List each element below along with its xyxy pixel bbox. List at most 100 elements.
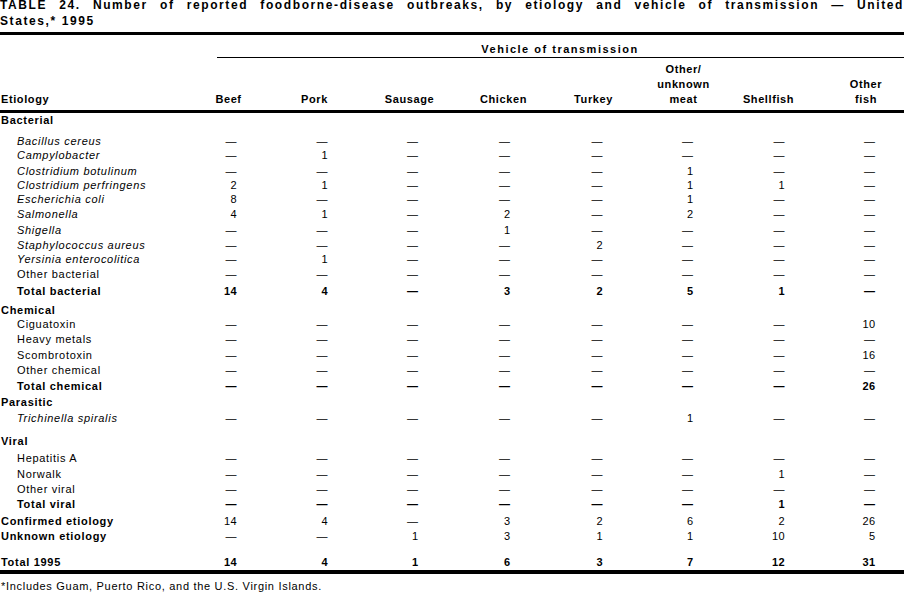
cell-value: 1 <box>687 193 694 205</box>
table-row: Total bacterial144—3251— <box>0 285 904 298</box>
cell-value: — <box>774 364 785 376</box>
cell-value: — <box>226 349 237 361</box>
table-row: Bacterial <box>0 114 904 127</box>
cell-value: — <box>774 224 785 236</box>
cell-value: — <box>592 412 603 424</box>
cell-value: — <box>682 224 693 236</box>
column-header: Other fish <box>850 77 882 107</box>
cell-value: — <box>682 135 693 147</box>
row-label: Other viral <box>17 483 75 495</box>
row-label: Trichinella spiralis <box>17 412 118 424</box>
table-row: Total 199514416371231 <box>0 556 904 569</box>
table-row: Other chemical———————— <box>0 364 904 377</box>
cell-value: — <box>592 468 603 480</box>
cell-value: — <box>592 333 603 345</box>
cell-value: — <box>317 349 328 361</box>
cell-value: 14 <box>224 556 237 568</box>
cell-value: — <box>499 380 510 392</box>
cell-value: — <box>407 165 418 177</box>
cell-value: — <box>226 380 237 392</box>
cell-value: — <box>499 483 510 495</box>
cell-value: 6 <box>687 515 694 527</box>
cell-value: — <box>592 253 603 265</box>
cell-value: — <box>592 452 603 464</box>
cell-value: — <box>774 208 785 220</box>
table-row: Clostridium botulinum—————1—— <box>0 165 904 178</box>
cell-value: — <box>592 179 603 191</box>
cell-value: 2 <box>596 515 603 527</box>
cell-value: — <box>864 179 875 191</box>
table-row: Viral <box>0 435 904 448</box>
row-label: Confirmed etiology <box>1 515 114 527</box>
cell-value: — <box>592 208 603 220</box>
cell-value: — <box>407 349 418 361</box>
cell-value: — <box>864 333 875 345</box>
cell-value: — <box>226 333 237 345</box>
bottom-rule <box>0 570 904 574</box>
table-row: Other bacterial———————— <box>0 268 904 281</box>
cell-value: — <box>499 149 510 161</box>
header-rule <box>0 110 904 113</box>
table-row: Confirmed etiology144—326226 <box>0 515 904 528</box>
table-row: Ciguatoxin———————10 <box>0 318 904 331</box>
cell-value: — <box>864 468 875 480</box>
cell-value: — <box>407 224 418 236</box>
row-label: Total 1995 <box>1 556 61 568</box>
cell-value: — <box>592 380 603 392</box>
cell-value: — <box>407 239 418 251</box>
row-label: Other chemical <box>17 364 101 376</box>
table-title: TABLE 24. Number of reported foodborne-d… <box>0 0 904 29</box>
row-label: Staphylococcus aureus <box>17 239 145 251</box>
cell-value: — <box>592 193 603 205</box>
table-row: Bacillus cereus———————— <box>0 135 904 148</box>
cell-value: — <box>864 253 875 265</box>
cell-value: 1 <box>687 165 694 177</box>
cell-value: — <box>407 515 418 527</box>
table-row: Shigella———1———— <box>0 224 904 237</box>
cell-value: — <box>864 364 875 376</box>
cell-value: — <box>407 468 418 480</box>
cell-value: 2 <box>230 179 237 191</box>
cell-value: — <box>682 149 693 161</box>
row-label: Norwalk <box>17 468 62 480</box>
cell-value: 1 <box>412 530 419 542</box>
cell-value: — <box>774 318 785 330</box>
cell-value: — <box>592 224 603 236</box>
table-row: Campylobacter—1—————— <box>0 149 904 162</box>
table-page: TABLE 24. Number of reported foodborne-d… <box>0 0 904 593</box>
cell-value: — <box>864 149 875 161</box>
cell-value: — <box>774 412 785 424</box>
cell-value: — <box>317 333 328 345</box>
cell-value: — <box>774 149 785 161</box>
cell-value: — <box>407 179 418 191</box>
cell-value: — <box>499 364 510 376</box>
cell-value: — <box>317 452 328 464</box>
cell-value: — <box>682 380 693 392</box>
row-label: Yersinia enterocolitica <box>17 253 140 265</box>
cell-value: 3 <box>504 530 511 542</box>
cell-value: 1 <box>321 149 328 161</box>
cell-value: — <box>499 412 510 424</box>
column-header: Beef <box>215 92 241 107</box>
cell-value: 2 <box>778 515 785 527</box>
cell-value: 7 <box>687 556 694 568</box>
column-header: Chicken <box>480 92 527 107</box>
row-label: Parasitic <box>1 396 53 408</box>
row-label: Hepatitis A <box>17 452 77 464</box>
cell-value: 1 <box>687 412 694 424</box>
table-row: Scombrotoxin———————16 <box>0 349 904 362</box>
cell-value: — <box>226 268 237 280</box>
cell-value: — <box>407 380 418 392</box>
cell-value: — <box>499 318 510 330</box>
cell-value: — <box>499 135 510 147</box>
cell-value: — <box>774 253 785 265</box>
cell-value: — <box>592 349 603 361</box>
cell-value: — <box>682 364 693 376</box>
cell-value: — <box>499 468 510 480</box>
cell-value: — <box>682 452 693 464</box>
cell-value: 10 <box>862 318 875 330</box>
cell-value: — <box>774 239 785 251</box>
cell-value: — <box>774 380 785 392</box>
cell-value: 10 <box>772 530 785 542</box>
cell-value: 4 <box>321 556 328 568</box>
